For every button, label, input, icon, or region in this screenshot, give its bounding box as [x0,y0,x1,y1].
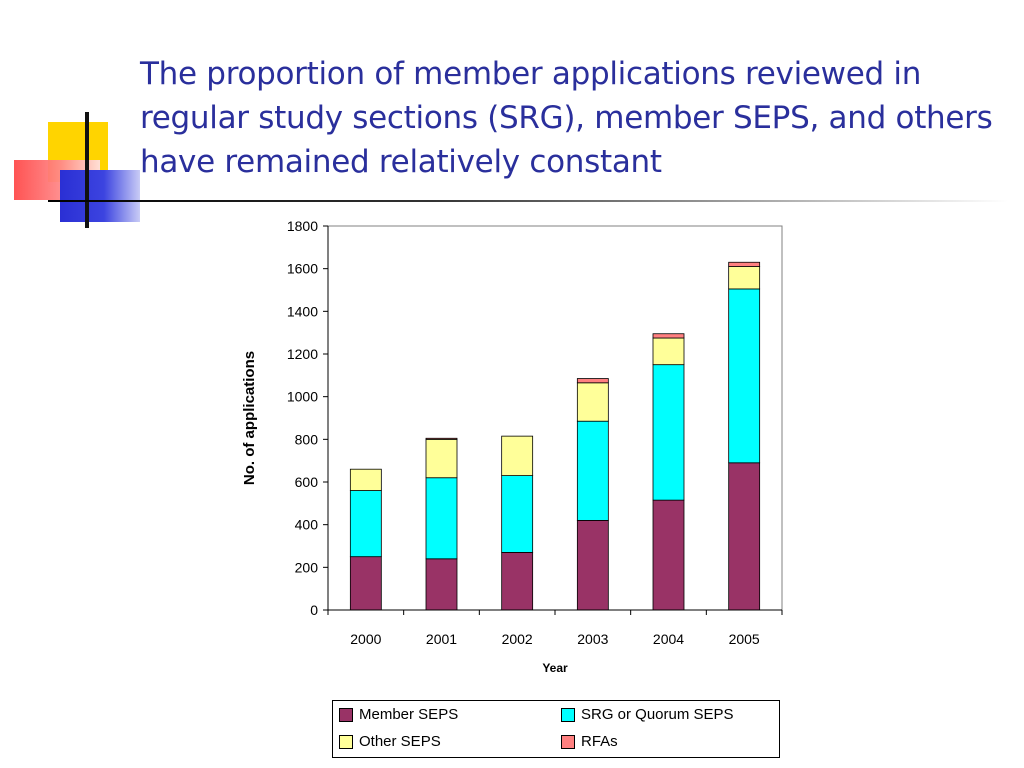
bar-segment [576,420,609,521]
y-tick-label: 1600 [287,261,318,277]
legend-swatch [339,707,353,722]
decor-blue-square [60,170,140,222]
bar-segment [501,552,534,611]
bar-segment [349,556,382,611]
bar-segment [652,333,685,339]
bar-segment [576,520,609,611]
slide-title: The proportion of member applications re… [140,56,993,180]
y-axis-title: No. of applications [241,351,258,485]
bar-segment [652,337,685,366]
legend-item: Other SEPS [339,733,441,750]
x-tick-label: 2001 [426,631,457,647]
bar-segment [425,558,458,611]
y-tick-label: 1400 [287,303,318,319]
y-tick-label: 600 [295,474,319,490]
bar-segment [728,462,761,611]
x-tick-label: 2005 [729,631,760,647]
bar-segment [425,437,458,440]
plot-area [327,225,783,611]
bar-segment [576,378,609,384]
bar-segment [576,382,609,422]
bar-segment [501,435,534,476]
y-tick-label: 1200 [287,346,318,362]
stacked-bar-chart: 0 200 400 600 800 1000 1200 1400 1600 1800 2000 20… [241,218,783,675]
legend-label: SRG or Quorum SEPS [581,706,734,723]
legend-swatch [561,734,575,749]
bar-segment [728,261,761,267]
x-axis-title: Year [542,661,568,675]
bar-segment [501,475,534,553]
bar-segment [728,266,761,290]
y-tick-label: 0 [310,602,318,618]
legend-item: RFAs [561,733,618,750]
bar-segment [425,438,458,479]
legend-label: Other SEPS [359,733,441,750]
x-tick-label: 2004 [653,631,684,647]
bar-segment [728,288,761,464]
bar-segment [349,490,382,558]
legend-item: Member SEPS [339,706,458,723]
legend-label: Member SEPS [359,706,459,723]
bar-segment [652,499,685,611]
title-underline [48,200,1008,202]
legend-swatch [561,707,575,722]
legend-label: RFAs [581,733,618,750]
y-tick-label: 800 [295,431,319,447]
decor-vertical-line [85,112,89,228]
y-tick-label: 400 [295,517,319,533]
y-tick-label: 1000 [287,389,318,405]
bar-segment [652,364,685,501]
y-tick-label: 200 [295,559,319,575]
x-tick-label: 2002 [502,631,533,647]
chart-legend: Member SEPS SRG or Quorum SEPS Other SEP… [332,700,780,758]
x-tick-label: 2003 [577,631,608,647]
y-tick-label: 1800 [287,218,318,234]
x-tick-label: 2000 [350,631,381,647]
legend-swatch [339,734,353,749]
bar-segment [349,468,382,491]
bar-segment [425,477,458,560]
legend-item: SRG or Quorum SEPS [561,706,734,723]
